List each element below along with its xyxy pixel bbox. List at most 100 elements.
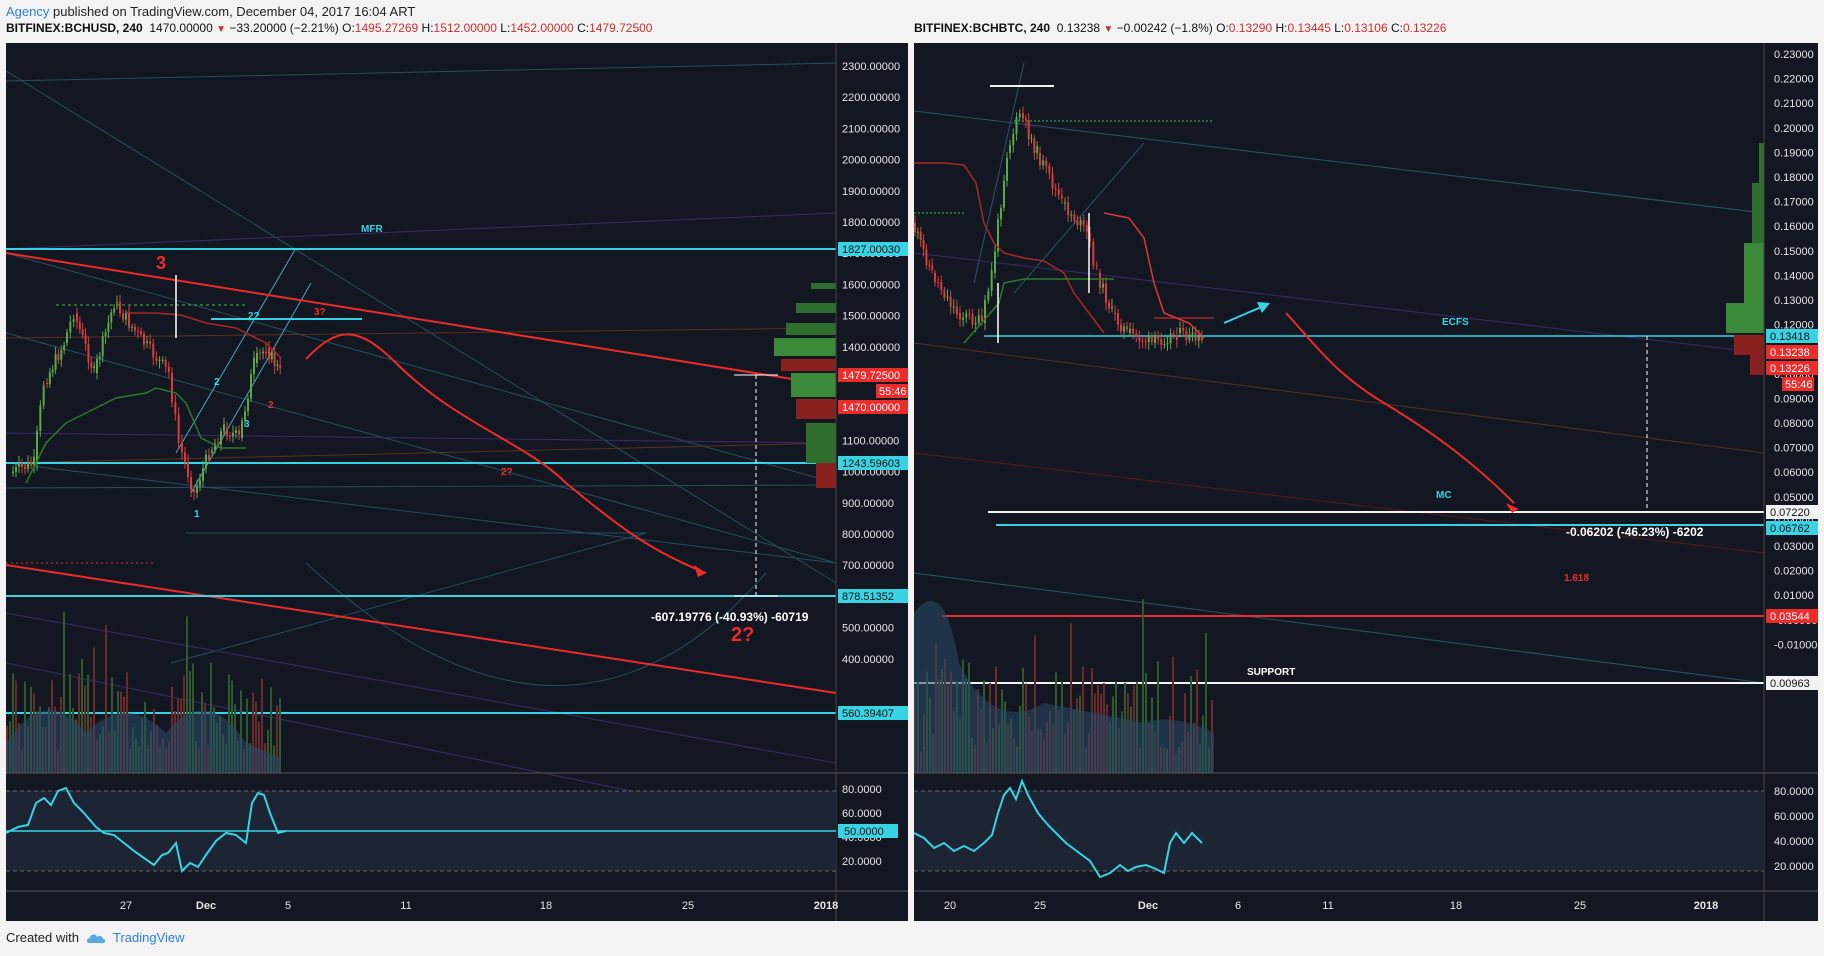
candle-body — [199, 480, 201, 486]
candle-body — [211, 450, 213, 453]
ecfs-label: ECFS — [1442, 317, 1469, 328]
right-volume-ma-area — [914, 600, 1214, 773]
candle-body — [1179, 328, 1181, 333]
tradingview-link[interactable]: TradingView — [112, 930, 185, 945]
author-link[interactable]: Agency — [6, 4, 50, 19]
candle-body — [934, 273, 936, 282]
candle-body — [15, 466, 17, 472]
candle-body — [1076, 220, 1079, 226]
volume-bar — [1034, 635, 1036, 773]
right-time-tick: 25 — [1574, 900, 1586, 912]
candle-body — [27, 461, 29, 469]
candle-body — [1045, 160, 1048, 167]
candle-body — [96, 359, 98, 373]
candle-body — [997, 219, 999, 252]
volume-bar — [276, 705, 278, 773]
candle-body — [940, 282, 943, 291]
candle-body — [12, 471, 14, 473]
tag-560: 560.39407 — [842, 708, 894, 720]
candle-body — [1138, 335, 1141, 342]
o-label: O: — [342, 21, 355, 35]
right-red-ma-upper — [914, 162, 1105, 334]
candle-body — [235, 430, 237, 433]
volume-bar — [1205, 633, 1207, 773]
left-price-tick: 1900.00000 — [842, 186, 900, 198]
left-volume-ma-area — [6, 710, 281, 773]
candle-body — [30, 461, 32, 466]
candle-body — [1117, 313, 1119, 325]
candle-body — [1120, 324, 1122, 332]
candle-body — [265, 351, 267, 354]
volume-bar — [93, 647, 95, 773]
left-price-axis: 2300.00000 2200.00000 2100.00000 2000.00000… — [842, 61, 900, 666]
candle-body — [164, 359, 167, 367]
candle-body — [177, 414, 180, 443]
candle-body — [262, 351, 264, 354]
tag-006762: 0.06762 — [1770, 523, 1810, 535]
left-price-tick: 700.00000 — [842, 560, 894, 572]
candle-body — [46, 383, 48, 385]
volume-bar — [81, 658, 83, 773]
tag-1243: 1243.59603 — [842, 458, 900, 470]
right-osc-axis: 80.0000 60.0000 40.0000 20.0000 — [1774, 786, 1814, 873]
candle-body — [48, 372, 51, 385]
left-chart-svg[interactable]: MFR 3 2? 3? 2 2 3 1 2? 2? -607.19776 (-4… — [6, 43, 908, 921]
candle-body — [184, 452, 186, 462]
tag-007220: 0.07220 — [1770, 507, 1810, 519]
candle-body — [125, 313, 127, 320]
candle-body — [962, 317, 965, 320]
candle-body — [217, 443, 219, 445]
left-osc-tick: 20.0000 — [842, 856, 882, 868]
candle-body — [959, 313, 961, 320]
candle-body — [965, 313, 968, 318]
candle-body — [140, 331, 142, 334]
left-last: 1470.00000 — [149, 21, 213, 35]
right-chart-svg[interactable]: ECFS MC 1.618 SUPPORT -0.06202 (-46.23%)… — [914, 43, 1818, 921]
candle-body — [101, 336, 104, 357]
candle-body — [1051, 173, 1054, 189]
candle-body — [208, 454, 210, 460]
tag-timer-right: 55:46 — [1785, 379, 1813, 391]
wave-3-small-label: 3 — [244, 419, 250, 430]
volume-bar — [84, 685, 86, 773]
left-price-tick: 2100.00000 — [842, 123, 900, 135]
candle-body — [1126, 326, 1128, 330]
candle-body — [1175, 335, 1178, 340]
right-chart-panel[interactable]: ECFS MC 1.618 SUPPORT -0.06202 (-46.23%)… — [914, 43, 1818, 921]
candle-body — [1197, 336, 1200, 341]
left-open: 1495.27269 — [354, 21, 419, 35]
candle-body — [974, 323, 977, 325]
candle-body — [167, 366, 170, 373]
right-chart-title: BITFINEX:BCHBTC, 240 0.13238 ▼ −0.00242 … — [914, 21, 1446, 35]
candle-body — [93, 366, 96, 368]
candle-body — [1163, 344, 1166, 346]
right-price-tick: 0.13000 — [1774, 295, 1814, 307]
candle-body — [128, 313, 130, 328]
right-price-tick: 0.01000 — [1774, 590, 1814, 602]
left-time-tick: 11 — [400, 900, 411, 912]
candle-body — [1067, 202, 1070, 216]
candle-body — [1085, 224, 1088, 232]
left-oscillator-line — [6, 786, 287, 874]
candle-body — [187, 461, 189, 478]
candle-body — [113, 308, 116, 313]
wave-3q-label: 3? — [314, 307, 326, 318]
right-measure-label: -0.06202 (-46.23%) -6202 — [1566, 525, 1704, 539]
candle-body — [1022, 113, 1024, 119]
candle-body — [1060, 195, 1063, 199]
candle-body — [250, 374, 252, 399]
left-chart-panel[interactable]: MFR 3 2? 3? 2 2 3 1 2? 2? -607.19776 (-4… — [6, 43, 908, 921]
right-price-tick: 0.16000 — [1774, 221, 1814, 233]
wave-2q-mid-label: 2? — [501, 467, 513, 478]
candle-body — [1099, 273, 1101, 288]
candle-body — [1033, 138, 1036, 154]
left-time-tick: 5 — [285, 900, 291, 912]
right-price-tick: 0.14000 — [1774, 270, 1814, 282]
candle-body — [155, 357, 158, 362]
volume-bar — [1172, 656, 1174, 773]
candle-body — [98, 356, 101, 360]
volume-bar — [63, 611, 65, 773]
volume-bar — [15, 680, 17, 773]
candle-body — [190, 477, 192, 490]
left-price-tick: 1600.00000 — [842, 279, 900, 291]
